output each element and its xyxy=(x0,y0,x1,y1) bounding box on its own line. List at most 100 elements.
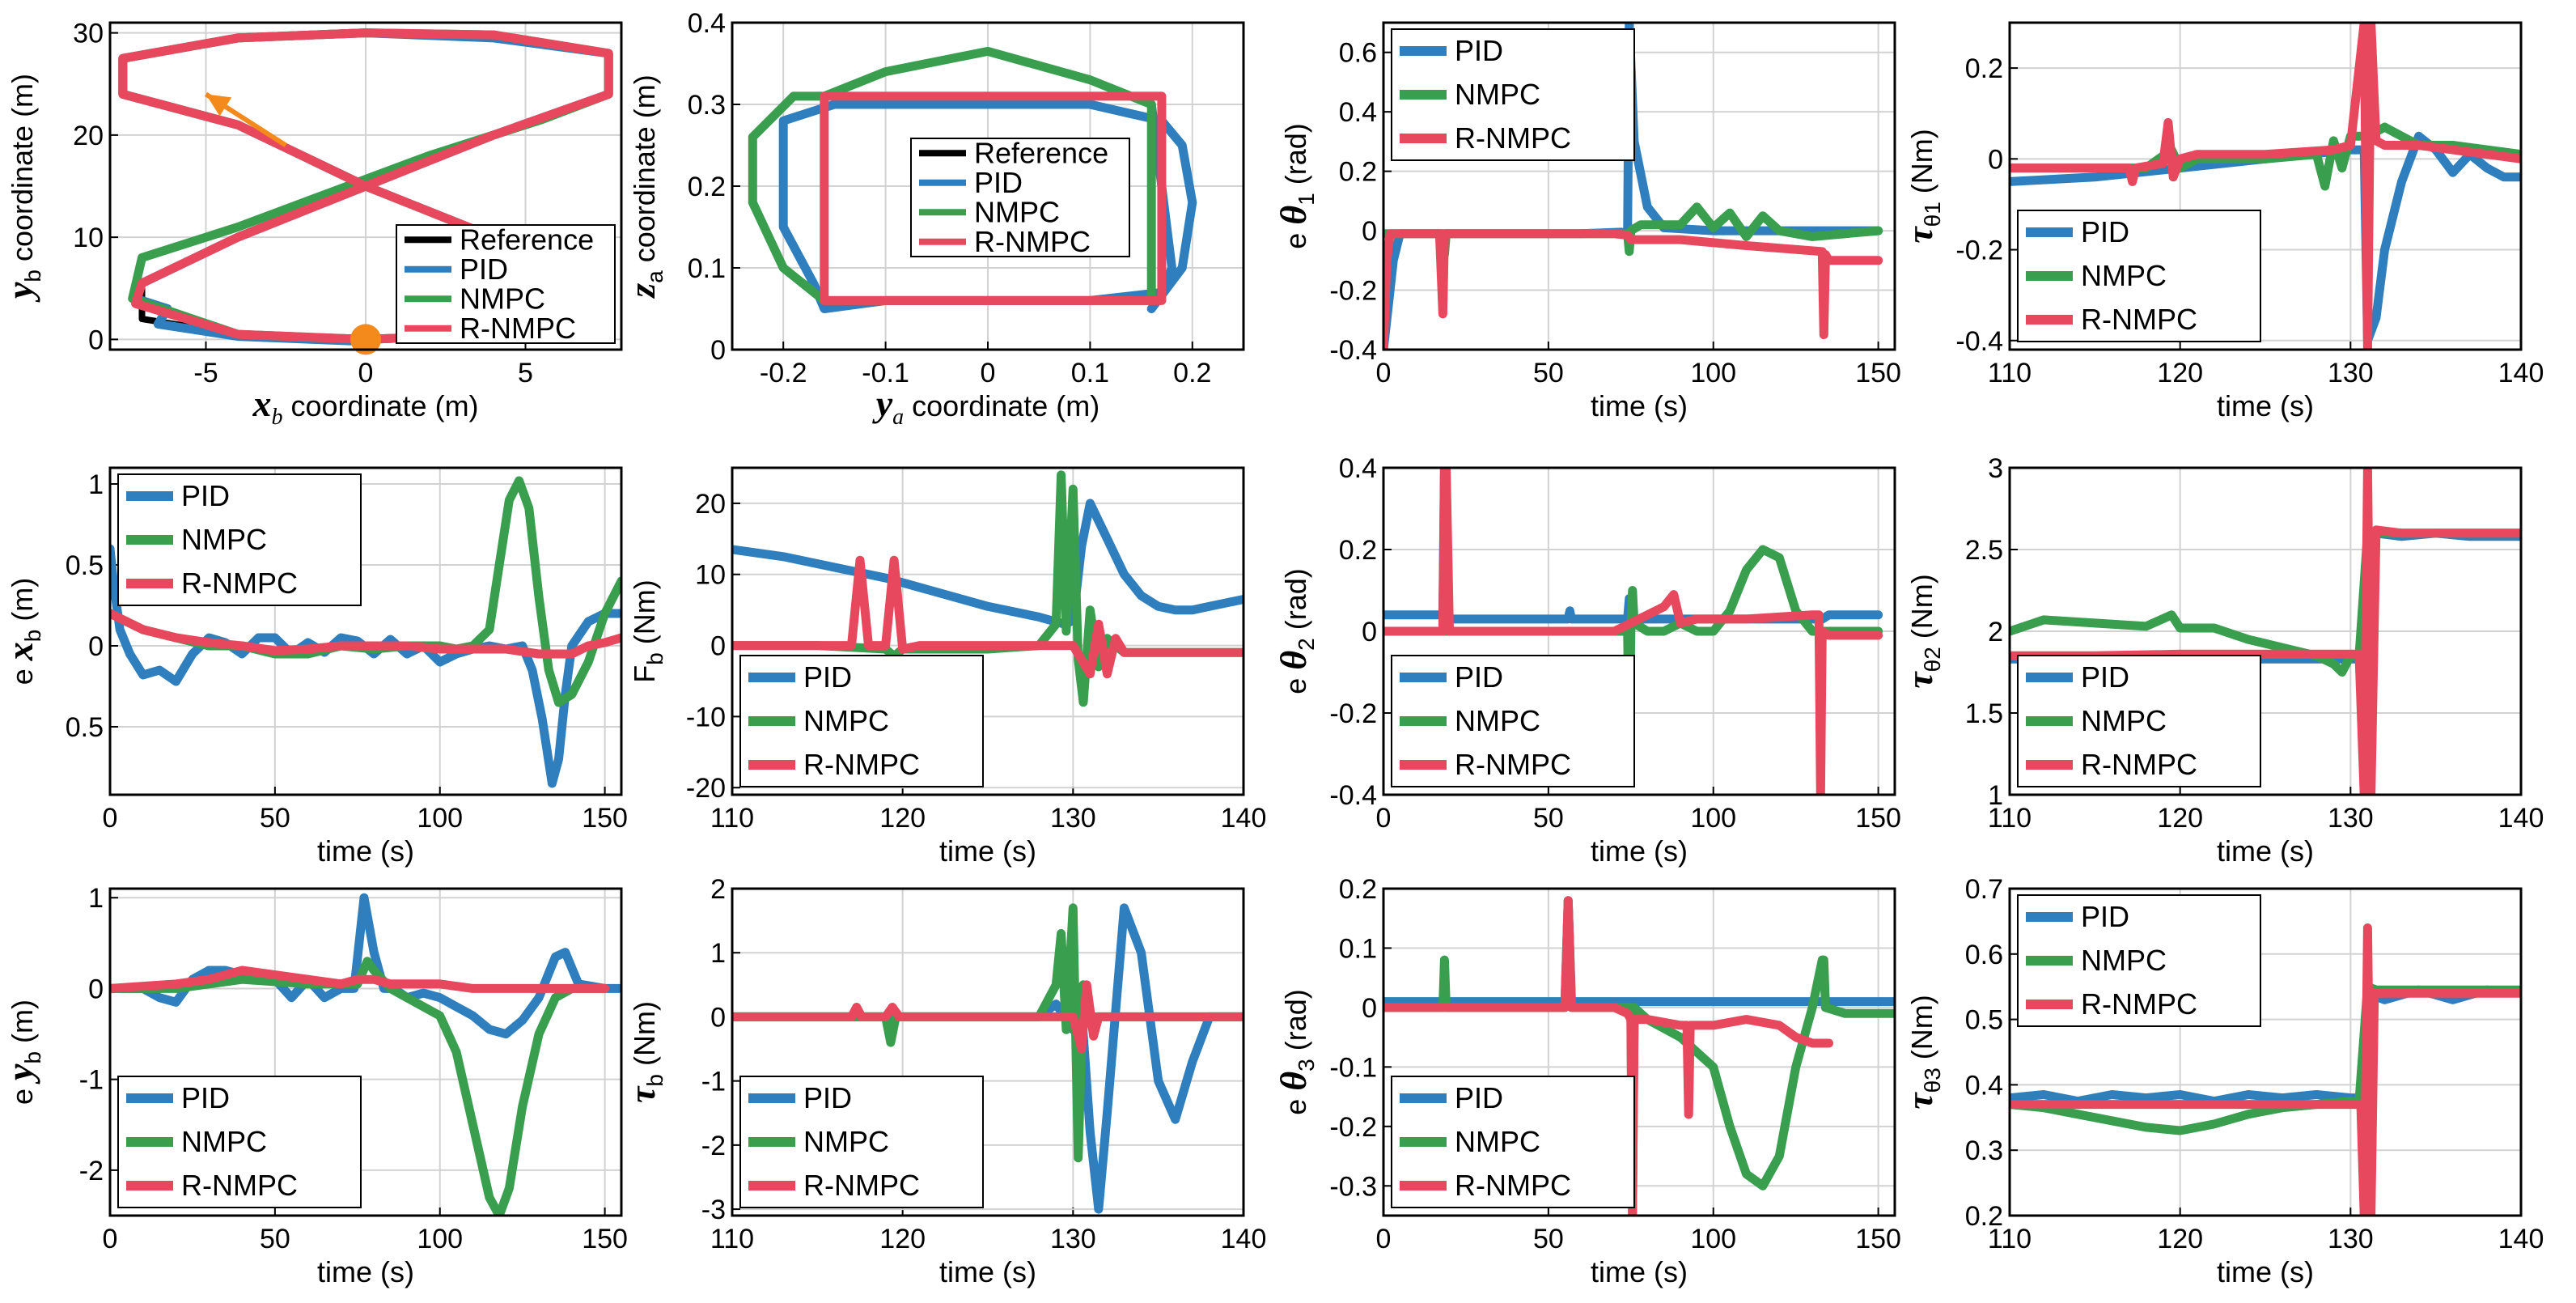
legend-label: PID xyxy=(1455,660,1503,694)
axes-box xyxy=(2008,887,2523,1217)
y-tick-label: 2.5 xyxy=(1965,535,2003,566)
series-group xyxy=(732,903,1244,1214)
series-line-pid xyxy=(732,903,1244,1214)
legend-label: R-NMPC xyxy=(2081,987,2197,1021)
y-tick-label: -2 xyxy=(79,1156,104,1186)
y-tick-label: -2 xyxy=(701,1131,726,1161)
x-tick-label: 120 xyxy=(879,803,926,834)
legend-label: R-NMPC xyxy=(181,567,298,600)
x-tick-label: 120 xyxy=(2157,1224,2203,1254)
series-line-rnmpc xyxy=(820,91,1167,305)
legend-label: NMPC xyxy=(1455,704,1540,737)
y-tick-label: 3 xyxy=(1988,453,2003,484)
legend-label: R-NMPC xyxy=(1455,121,1571,155)
x-tick-label: 130 xyxy=(2328,358,2374,388)
x-tick-label: 130 xyxy=(2328,803,2374,834)
y-tick-label: 0 xyxy=(710,631,726,662)
x-tick-label: 150 xyxy=(1855,358,1901,388)
y-axis-label: yb coordinate (m) xyxy=(0,74,45,303)
series-group xyxy=(1383,468,1883,795)
x-tick-label: 0 xyxy=(981,358,996,388)
y-tick-label: 0.1 xyxy=(1339,933,1377,964)
y-tick-label: 0.4 xyxy=(1339,453,1377,484)
y-tick-label: 0 xyxy=(710,1002,726,1033)
x-tick-label: 140 xyxy=(1221,803,1267,834)
chart-p11: 0 50 100 150 -0.3 -0.2 -0.1 0 0.1 0.2 time (s) e θ3… xyxy=(1273,874,1901,1288)
x-tick-label: 0 xyxy=(1376,1224,1392,1254)
x-axis-label: time (s) xyxy=(2217,1255,2314,1288)
x-tick-label: 110 xyxy=(1988,803,2032,834)
y-tick-label: -20 xyxy=(686,773,726,804)
x-tick-label: 100 xyxy=(1690,1224,1736,1254)
y-axis-label: e θ1 (rad) xyxy=(1273,123,1319,249)
legend-label: NMPC xyxy=(2081,944,2167,977)
legend-label: R-NMPC xyxy=(803,1169,920,1202)
y-tick-label: -10 xyxy=(686,702,726,732)
x-tick-label: 100 xyxy=(1690,803,1736,834)
chart-p8: 110 120 130 140 1 1.5 2 2.5 3 time (s) τθ2 (Nm) PID… xyxy=(1899,453,2544,868)
legend-label: PID xyxy=(1455,1081,1503,1114)
x-tick-label: 50 xyxy=(260,803,290,834)
legend-label: Reference xyxy=(974,136,1108,169)
legend-label: PID xyxy=(803,1081,852,1114)
x-tick-label: -0.2 xyxy=(760,358,807,388)
y-tick-label: -0.2 xyxy=(1329,698,1377,729)
y-tick-label: 0 xyxy=(1362,216,1377,247)
legend: PID NMPC R-NMPC xyxy=(2017,894,2261,1027)
x-tick-label: 0.2 xyxy=(1173,358,1211,388)
x-axis-label: time (s) xyxy=(939,1255,1036,1288)
legend-label: NMPC xyxy=(181,1125,267,1158)
x-tick-label: 0 xyxy=(1376,358,1392,388)
y-tick-label: 0.4 xyxy=(688,8,726,39)
axes-box xyxy=(2008,466,2523,796)
series-group xyxy=(110,476,621,788)
y-tick-label: 20 xyxy=(73,121,104,151)
x-tick-label: 0 xyxy=(358,358,374,388)
y-tick-label: 10 xyxy=(695,560,726,591)
y-tick-label: 1 xyxy=(88,883,104,914)
series-line-pid xyxy=(110,893,621,1039)
series-line-pid xyxy=(110,544,621,788)
legend-label: PID xyxy=(181,1081,230,1114)
x-tick-label: 0.1 xyxy=(1071,358,1109,388)
legend-box xyxy=(910,138,1130,257)
legend-label: R-NMPC xyxy=(460,312,576,345)
y-tick-label: 0 xyxy=(710,335,726,366)
legend-box xyxy=(396,224,616,344)
chart-p5: 0 50 100 150 0.5 0 0.5 1 time (s) e xb (m) PID NMPC… xyxy=(0,466,628,868)
y-tick-label: 2 xyxy=(1988,617,2003,647)
x-tick-label: 150 xyxy=(1855,1224,1901,1254)
x-tick-label: 110 xyxy=(1988,358,2032,388)
y-tick-label: -0.4 xyxy=(1329,780,1377,811)
y-tick-label: 20 xyxy=(695,489,726,520)
legend: PID NMPC R-NMPC xyxy=(2017,655,2261,787)
legend-label: PID xyxy=(803,660,852,694)
direction-arrow-head xyxy=(205,94,232,117)
legend: PID NMPC R-NMPC xyxy=(2017,210,2261,342)
legend-label: NMPC xyxy=(460,282,545,315)
x-tick-label: 100 xyxy=(417,1224,463,1254)
legend-label: NMPC xyxy=(2081,704,2167,737)
legend-label: PID xyxy=(2081,660,2129,694)
axes-box xyxy=(2008,21,2523,351)
y-axis-label: τθ2 (Nm) xyxy=(1899,574,1945,689)
y-tick-label: 0.2 xyxy=(688,172,726,202)
y-tick-label: -3 xyxy=(701,1195,726,1225)
axes-box xyxy=(1382,21,1896,351)
legend: PID NMPC R-NMPC xyxy=(739,1076,984,1208)
axes-box xyxy=(731,887,1245,1217)
x-tick-label: 50 xyxy=(1533,803,1564,834)
y-tick-label: 0 xyxy=(1988,144,2003,175)
y-axis-label: za coordinate (m) xyxy=(621,74,667,299)
x-tick-label: 150 xyxy=(1855,803,1901,834)
chart-p10: 110 120 130 140 -3 -2 -1 0 1 2 time (s) τb (Nm) PID N… xyxy=(621,874,1266,1288)
x-tick-label: 150 xyxy=(582,803,628,834)
y-tick-label: -0.1 xyxy=(1329,1052,1377,1083)
legend-label: R-NMPC xyxy=(974,225,1091,258)
legend-label: R-NMPC xyxy=(2081,748,2197,781)
axes-box xyxy=(108,887,623,1217)
x-tick-label: 140 xyxy=(2498,358,2544,388)
x-axis-label: time (s) xyxy=(317,1255,414,1288)
y-tick-label: 0 xyxy=(88,974,104,1004)
legend-label: PID xyxy=(2081,900,2129,933)
